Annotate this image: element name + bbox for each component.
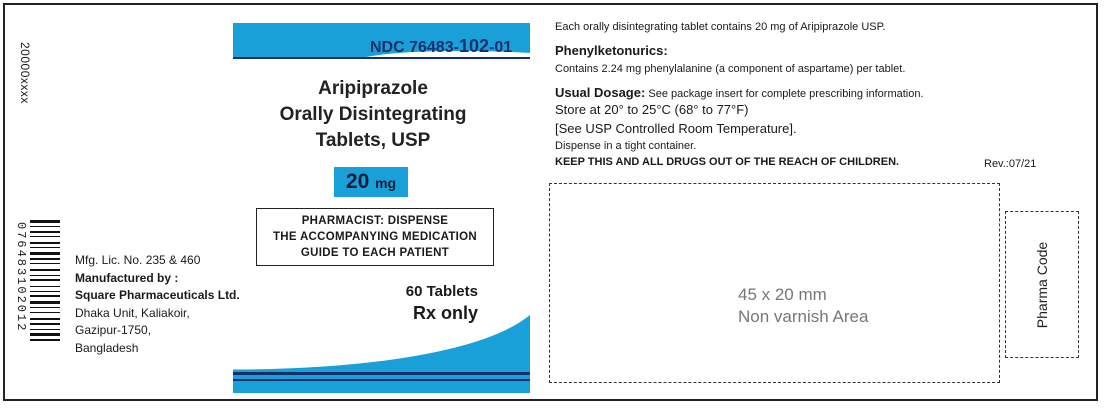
storage-text: Store at 20° to 25°C (68° to 77°F) xyxy=(555,102,749,117)
children-warning: KEEP THIS AND ALL DRUGS OUT OF THE REACH… xyxy=(555,156,900,168)
pku-text: Contains 2.24 mg phenylalanine (a compon… xyxy=(555,63,906,75)
barcode-bar xyxy=(30,258,60,260)
manufacturer-block: Mfg. Lic. No. 235 & 460 Manufactured by … xyxy=(75,252,240,357)
revision-code: Rev.:07/21 xyxy=(984,158,1037,170)
strength-value: 20 xyxy=(345,170,370,193)
barcode-bar xyxy=(30,279,60,281)
non-varnish-text: Non varnish Area xyxy=(738,307,869,326)
barcode-bar xyxy=(30,312,60,313)
non-varnish-area xyxy=(549,183,1000,383)
strength-badge: 20 mg xyxy=(334,167,408,197)
barcode-bar xyxy=(30,231,60,233)
product-name: Aripiprazole xyxy=(318,78,428,99)
pharmacist-line-3: GUIDE TO EACH PATIENT xyxy=(300,247,450,259)
manufacturer-address-1: Dhaka Unit, Kaliakoir, xyxy=(75,305,190,320)
pharmacist-line-1: PHARMACIST: DISPENSE xyxy=(301,215,449,227)
barcode-bar xyxy=(30,275,60,276)
non-varnish-size: 45 x 20 mm xyxy=(738,285,827,304)
usp-storage-text: [See USP Controlled Room Temperature]. xyxy=(555,121,797,136)
pharma-code-label: Pharma Code xyxy=(1034,241,1050,328)
product-title: Aripiprazole Orally Disintegrating Table… xyxy=(258,76,488,154)
contents-statement: Each orally disintegrating tablet contai… xyxy=(555,21,886,33)
dosage-heading: Usual Dosage: xyxy=(555,85,646,100)
dosage-text: See package insert for complete prescrib… xyxy=(648,88,924,100)
non-varnish-label: 45 x 20 mm Non varnish Area xyxy=(549,284,1079,328)
barcode-bar xyxy=(30,291,60,292)
barcode-bar xyxy=(30,247,60,248)
barcode-bar xyxy=(30,286,60,287)
pku-heading: Phenylketonurics: xyxy=(555,43,668,58)
barcode-bar xyxy=(30,329,60,330)
manufactured-by-label: Manufactured by : xyxy=(75,270,179,285)
barcode-bar xyxy=(30,301,60,304)
mfg-license: Mfg. Lic. No. 235 & 460 xyxy=(75,253,201,267)
barcode-bar xyxy=(30,226,60,227)
rx-only: Rx only xyxy=(412,303,478,323)
barcode-bar xyxy=(30,252,60,255)
barcode-bar xyxy=(30,323,60,325)
barcode-bar xyxy=(30,333,60,336)
barcode-bar xyxy=(30,269,60,271)
barcode-bar xyxy=(30,242,60,244)
dispense-text: Dispense in a tight container. xyxy=(555,140,697,152)
product-form: Orally Disintegrating xyxy=(279,104,467,125)
tablet-count: 60 Tablets xyxy=(405,283,478,300)
product-panel-decoration xyxy=(232,23,533,393)
strength-unit: mg xyxy=(375,175,397,191)
barcode-bar xyxy=(30,339,60,341)
manufacturer-name: Square Pharmaceuticals Ltd. xyxy=(75,288,240,302)
manufacturer-country: Bangladesh xyxy=(75,340,139,355)
barcode-graphic xyxy=(30,220,60,341)
pharmacist-notice: PHARMACIST: DISPENSE THE ACCOMPANYING ME… xyxy=(256,208,494,266)
barcode-bar xyxy=(30,307,60,308)
barcode xyxy=(14,218,60,380)
side-code-text: 20000xxxx xyxy=(18,42,32,104)
dosage-line: Usual Dosage: See package insert for com… xyxy=(555,85,924,100)
ndc-prefix: NDC 76483- xyxy=(370,39,459,56)
pharmacist-line-2: THE ACCOMPANYING MEDICATION xyxy=(272,231,478,243)
barcode-bar xyxy=(30,220,60,223)
ndc-number: NDC 76483-102-01 xyxy=(370,36,512,57)
barcode-bar xyxy=(30,295,60,297)
barcode-bar xyxy=(30,318,60,320)
barcode-digits-text: 076483102012 xyxy=(14,222,28,333)
barcode-digits: 076483102012 xyxy=(14,222,28,380)
manufacturer-address-2: Gazipur-1750, xyxy=(75,323,152,337)
ndc-product: 102 xyxy=(458,36,489,56)
product-type: Tablets, USP xyxy=(315,130,431,151)
pharma-code-box: Pharma Code xyxy=(1005,211,1079,358)
barcode-bar xyxy=(30,236,60,237)
label-border xyxy=(3,3,1098,401)
barcode-bar xyxy=(30,263,60,264)
ndc-suffix: -01 xyxy=(488,39,513,56)
side-code: 20000xxxx xyxy=(12,42,34,122)
